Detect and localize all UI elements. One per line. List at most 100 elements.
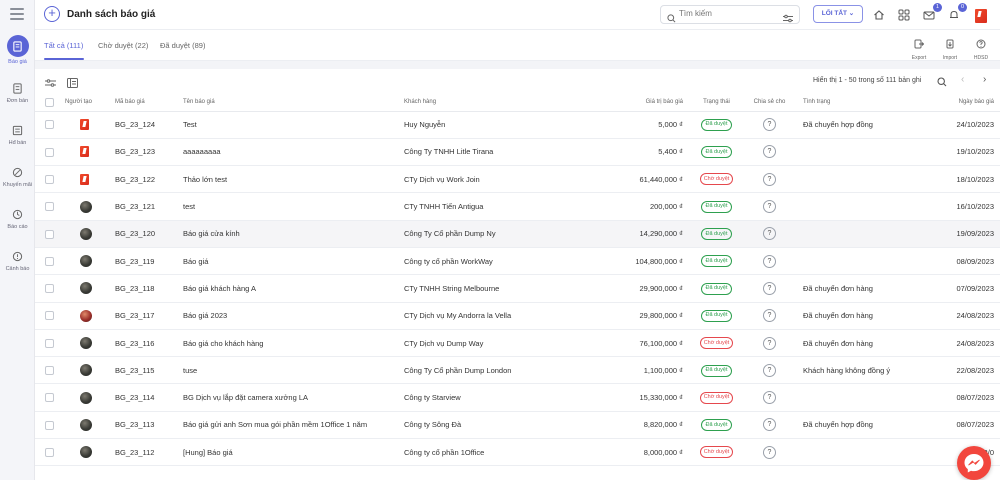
table-row[interactable]: BG_23_119 Báo giá Công ty cổ phần WorkWa… [35,247,1000,276]
import-button[interactable]: Import [938,36,962,61]
help-button[interactable]: HDSD [969,36,993,61]
quote-name[interactable]: test [183,192,404,221]
quote-code[interactable]: BG_23_124 [115,111,183,139]
row-checkbox[interactable] [45,229,54,239]
apps-grid-icon[interactable] [898,8,912,22]
sidebar-item-promotions[interactable]: Khuyến mãi [0,164,35,188]
quote-name[interactable]: Báo giá cửa kính [183,220,404,248]
quote-code[interactable]: BG_23_115 [115,356,183,385]
quote-code[interactable]: BG_23_113 [115,411,183,440]
row-checkbox[interactable] [45,366,54,376]
tab-approved[interactable]: Đã duyệt (89) [160,41,206,50]
row-checkbox[interactable] [45,256,54,266]
menu-icon[interactable] [10,8,24,20]
col-code[interactable]: Mã báo giá [115,94,183,112]
row-checkbox[interactable] [45,393,54,403]
col-share[interactable]: Chia sẻ cho [744,94,795,112]
shortcut-button[interactable]: LỐI TẮT ⌄ [813,5,863,23]
col-name[interactable]: Tên báo giá [183,94,404,112]
quote-name[interactable]: Báo giá 2023 [183,302,404,330]
row-checkbox[interactable] [45,175,54,184]
quote-code[interactable]: BG_23_121 [115,192,183,221]
quote-name[interactable]: Báo giá cho khách hàng [183,329,404,358]
sidebar-item-alerts[interactable]: Cảnh báo [0,248,35,272]
quote-code[interactable]: BG_23_118 [115,274,183,303]
row-checkbox[interactable] [45,284,54,294]
row-checkbox[interactable] [45,202,54,212]
table-row[interactable]: BG_23_116 Báo giá cho khách hàng CTy Dịc… [35,329,1000,358]
user-avatar-logo[interactable] [975,7,989,23]
share-help-icon[interactable]: ? [763,363,776,377]
share-help-icon[interactable]: ? [763,227,776,241]
row-checkbox[interactable] [45,147,54,157]
columns-icon[interactable] [67,75,78,93]
share-help-icon[interactable]: ? [763,391,776,405]
col-state[interactable]: Tình trạng [795,94,915,112]
quote-code[interactable]: BG_23_114 [115,383,183,412]
table-row[interactable]: BG_23_117 Báo giá 2023 CTy Dịch vụ My An… [35,302,1000,330]
share-help-icon[interactable]: ? [763,200,776,214]
table-row[interactable]: BG_23_113 Báo giá gửi anh Sơn mua gói ph… [35,411,1000,440]
share-help-icon[interactable]: ? [763,309,776,323]
next-page-icon[interactable]: › [983,74,987,85]
share-help-icon[interactable]: ? [763,172,776,186]
select-all-checkbox[interactable] [45,97,54,107]
quote-name[interactable]: aaaaaaaaa [183,138,404,167]
table-row[interactable]: BG_23_123 aaaaaaaaa Công Ty TNHH Litle T… [35,138,1000,167]
table-row[interactable]: BG_23_118 Báo giá khách hàng A CTy TNHH … [35,274,1000,303]
home-icon[interactable] [873,8,887,22]
table-row[interactable]: BG_23_124 Test Huy Nguyễn 5,000 ₫ Đã duy… [35,111,1000,139]
share-help-icon[interactable]: ? [763,281,776,295]
row-checkbox[interactable] [45,338,54,348]
sidebar-item-sales-orders[interactable]: Đơn bán [0,80,35,104]
share-help-icon[interactable]: ? [763,445,776,459]
quote-code[interactable]: BG_23_117 [115,302,183,330]
filter-icon[interactable] [783,10,793,28]
share-help-icon[interactable]: ? [763,118,776,132]
prev-page-icon[interactable]: ‹ [961,74,965,85]
bell-icon[interactable]: 0 [948,3,967,22]
table-row[interactable]: BG_23_120 Báo giá cửa kính Công Ty Cổ ph… [35,220,1000,248]
quote-code[interactable]: BG_23_116 [115,329,183,358]
share-help-icon[interactable]: ? [763,254,776,268]
row-checkbox[interactable] [45,447,54,457]
quote-name[interactable]: Thảo lớn test [183,165,404,194]
table-search-icon[interactable] [937,74,947,92]
row-checkbox[interactable] [45,420,54,430]
add-quote-button[interactable]: + [44,6,60,22]
quote-code[interactable]: BG_23_119 [115,247,183,276]
row-checkbox[interactable] [45,120,54,130]
share-help-icon[interactable]: ? [763,145,776,159]
quote-name[interactable]: BG Dịch vụ lắp đặt camera xưởng LA [183,383,404,412]
col-date[interactable]: Ngày báo giá [915,94,1000,112]
col-creator[interactable]: Người tạo [65,94,115,112]
quote-code[interactable]: BG_23_123 [115,138,183,167]
quote-name[interactable]: [Hung] Báo giá [183,438,404,467]
quote-name[interactable]: Báo giá gửi anh Sơn mua gói phần mềm 1Of… [183,411,404,440]
table-row[interactable]: BG_23_115 tuse Công Ty Cổ phần Dump Lond… [35,356,1000,385]
share-help-icon[interactable]: ? [763,336,776,350]
table-row[interactable]: BG_23_122 Thảo lớn test CTy Dịch vụ Work… [35,165,1000,194]
quote-name[interactable]: Báo giá khách hàng A [183,274,404,303]
quote-code[interactable]: BG_23_122 [115,165,183,194]
col-customer[interactable]: Khách hàng [404,94,592,112]
quote-code[interactable]: BG_23_112 [115,438,183,467]
mail-icon[interactable]: 1 [923,3,942,22]
messenger-chat-button[interactable] [957,446,991,480]
col-status[interactable]: Trạng thái [689,94,744,112]
filter-settings-icon[interactable] [45,75,56,93]
search-input[interactable] [679,9,774,18]
table-row[interactable]: BG_23_114 BG Dịch vụ lắp đặt camera xưởn… [35,383,1000,412]
quote-name[interactable]: tuse [183,356,404,385]
quote-name[interactable]: Báo giá [183,247,404,276]
tab-pending[interactable]: Chờ duyệt (22) [98,41,149,50]
share-help-icon[interactable]: ? [763,418,776,432]
row-checkbox[interactable] [45,311,54,321]
quote-name[interactable]: Test [183,111,404,139]
export-button[interactable]: Export [907,36,931,61]
quote-code[interactable]: BG_23_120 [115,220,183,248]
sidebar-item-contracts[interactable]: Hđ bán [0,122,35,146]
tab-all[interactable]: Tất cả (111) [44,41,84,50]
sidebar-item-quotes[interactable]: Báo giá [0,35,35,65]
table-row[interactable]: BG_23_112 [Hung] Báo giá Công ty cổ phần… [35,438,1000,467]
